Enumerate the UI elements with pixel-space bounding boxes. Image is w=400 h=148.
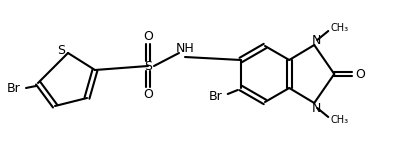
Text: N: N [312, 102, 321, 115]
Text: S: S [57, 44, 65, 57]
Text: CH₃: CH₃ [330, 23, 348, 33]
Text: O: O [355, 67, 365, 81]
Text: O: O [143, 29, 153, 42]
Text: NH: NH [176, 41, 194, 54]
Text: O: O [143, 89, 153, 102]
Text: CH₃: CH₃ [330, 115, 348, 125]
Text: S: S [144, 59, 152, 73]
Text: Br: Br [209, 90, 223, 103]
Text: N: N [312, 33, 321, 46]
Text: Br: Br [6, 82, 20, 95]
